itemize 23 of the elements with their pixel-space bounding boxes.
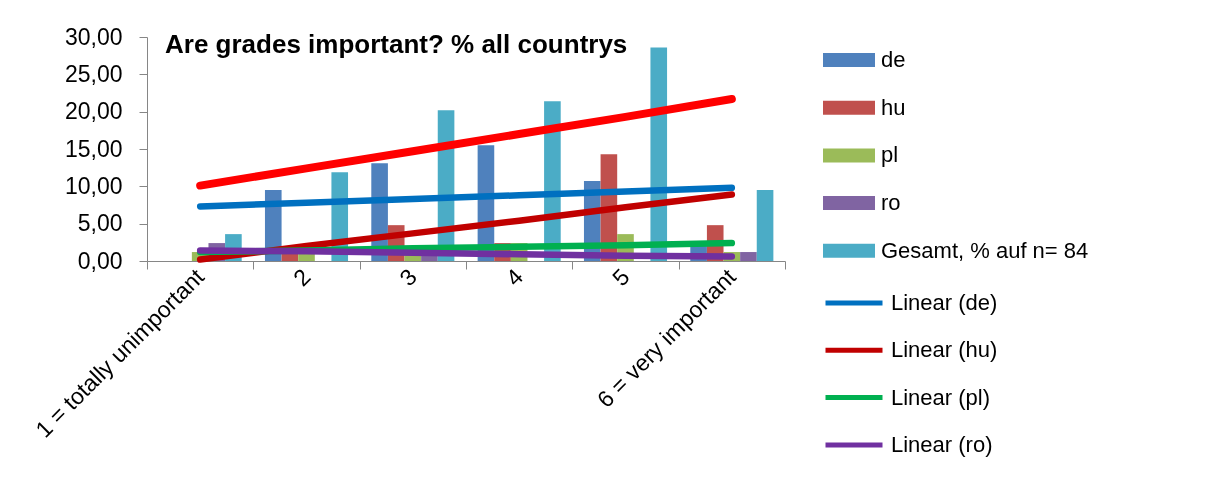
legend-label: Linear (de): [891, 290, 998, 315]
y-tick-label: 20,00: [64, 98, 123, 125]
bar: [756, 190, 774, 261]
y-tick-label: 30,00: [64, 23, 123, 50]
bar: [740, 252, 757, 261]
legend-label: Linear (ro): [891, 431, 993, 457]
x-tick-label: 3: [394, 263, 422, 292]
legend-label: Gesamt, % auf n= 84: [881, 237, 1089, 263]
y-tick-label: 10,00: [64, 172, 123, 199]
x-tick-label: 2: [288, 263, 316, 292]
legend-label: hu: [881, 94, 906, 120]
legend-label: ro: [881, 190, 901, 216]
legend-label: pl: [881, 142, 899, 168]
y-tick-label: 5,00: [77, 210, 123, 237]
legend-label: Linear (hu): [891, 337, 998, 363]
legend-label: Linear (pl): [891, 384, 991, 410]
x-tick-label: 5: [607, 263, 635, 292]
legend-label: de: [881, 47, 906, 72]
y-tick-label: 15,00: [64, 135, 123, 162]
chart-title: Are grades important? % all countrys: [165, 29, 628, 59]
x-tick-label: 4: [500, 263, 529, 292]
y-tick-label: 25,00: [64, 60, 123, 87]
y-tick-label: 0,00: [77, 247, 123, 274]
